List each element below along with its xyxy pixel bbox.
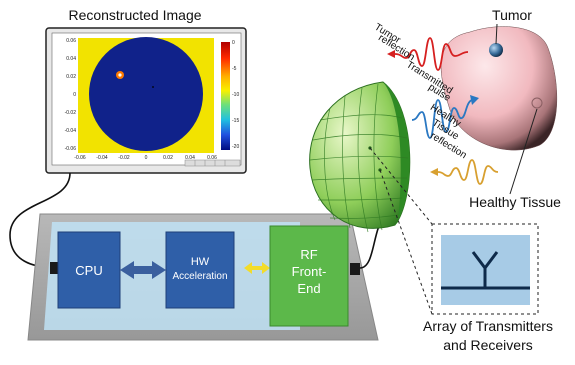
end-label: End [297, 281, 320, 296]
hw-acceleration-block [165, 231, 235, 309]
board-connector-right [350, 263, 360, 275]
plot-y-tick: -0.06 [65, 146, 77, 152]
healthy-tissue-title: Healthy Tissue [469, 194, 561, 210]
array-label-1: Array of Transmitters [423, 318, 553, 334]
plot-y-tick: -0.02 [65, 110, 77, 116]
front-label: Front- [292, 264, 327, 279]
plot-x-tick: 0.04 [185, 155, 195, 161]
colorbar-tick: -15 [232, 118, 239, 124]
colorbar [221, 42, 230, 150]
array-label-2: and Receivers [443, 337, 533, 353]
plot-x-ticks: -0.06 -0.04 -0.02 0 0.02 0.04 0.06 [74, 155, 217, 161]
colorbar-tick: -20 [232, 144, 239, 150]
antenna-dome [309, 81, 411, 233]
tumor-sphere [489, 43, 503, 57]
plot-x-tick: 0.02 [163, 155, 173, 161]
plot-y-ticks: 0.06 0.04 0.02 0 -0.02 -0.04 -0.06 [65, 38, 77, 152]
board-connector-left [50, 262, 60, 274]
hw-label: HW [191, 256, 210, 268]
transmitted-pulse-wave [411, 99, 473, 139]
rf-front-end-block [269, 225, 349, 327]
plot-disk [89, 37, 203, 151]
healthy-pointer [509, 108, 538, 195]
colorbar-tick: -10 [232, 92, 239, 98]
plot-y-tick: 0 [73, 92, 76, 98]
antenna-element-icon [441, 251, 530, 290]
plot-y-tick: 0.02 [66, 74, 76, 80]
reconstructed-image-title: Reconstructed Image [68, 7, 201, 23]
colorbar-tick: -5 [232, 66, 237, 72]
plot-x-tick: -0.04 [96, 155, 108, 161]
plot-x-tick: 0 [145, 155, 148, 161]
plot-x-tick: -0.06 [74, 155, 86, 161]
tumor-title: Tumor [492, 7, 532, 23]
monitor-cable [9, 172, 71, 268]
plot-y-tick: 0.04 [66, 56, 76, 62]
tumor-reflection-wave [394, 37, 469, 71]
colorbar-tick: 0 [232, 40, 235, 46]
healthy-tissue-marker [531, 97, 543, 109]
plot-x-tick: -0.02 [118, 155, 130, 161]
tumor-pointer [495, 23, 498, 45]
cpu-label: CPU [75, 263, 102, 278]
hardware-board: CPU HW Acceleration RF Front- End [27, 213, 379, 341]
zoom-line-bottom [379, 169, 433, 315]
cpu-block [57, 231, 121, 309]
colorbar-ticks: 0 -5 -10 -15 -20 [232, 40, 239, 150]
plot-x-tick: 0.06 [207, 155, 217, 161]
breast-phantom [440, 26, 558, 151]
hw-rf-arrow [244, 262, 270, 274]
rf-label: RF [300, 247, 317, 262]
acceleration-label: Acceleration [172, 271, 227, 282]
healthy-reflection-wave [437, 159, 499, 185]
plot-y-tick: -0.04 [65, 128, 77, 134]
cpu-hw-arrow [120, 261, 166, 279]
plot-y-tick: 0.06 [66, 38, 76, 44]
zoom-line-top [369, 147, 433, 225]
monitor: 0.060.040.020-0.02-0.04-0.06 -0.06 -0.04-… [45, 27, 247, 174]
